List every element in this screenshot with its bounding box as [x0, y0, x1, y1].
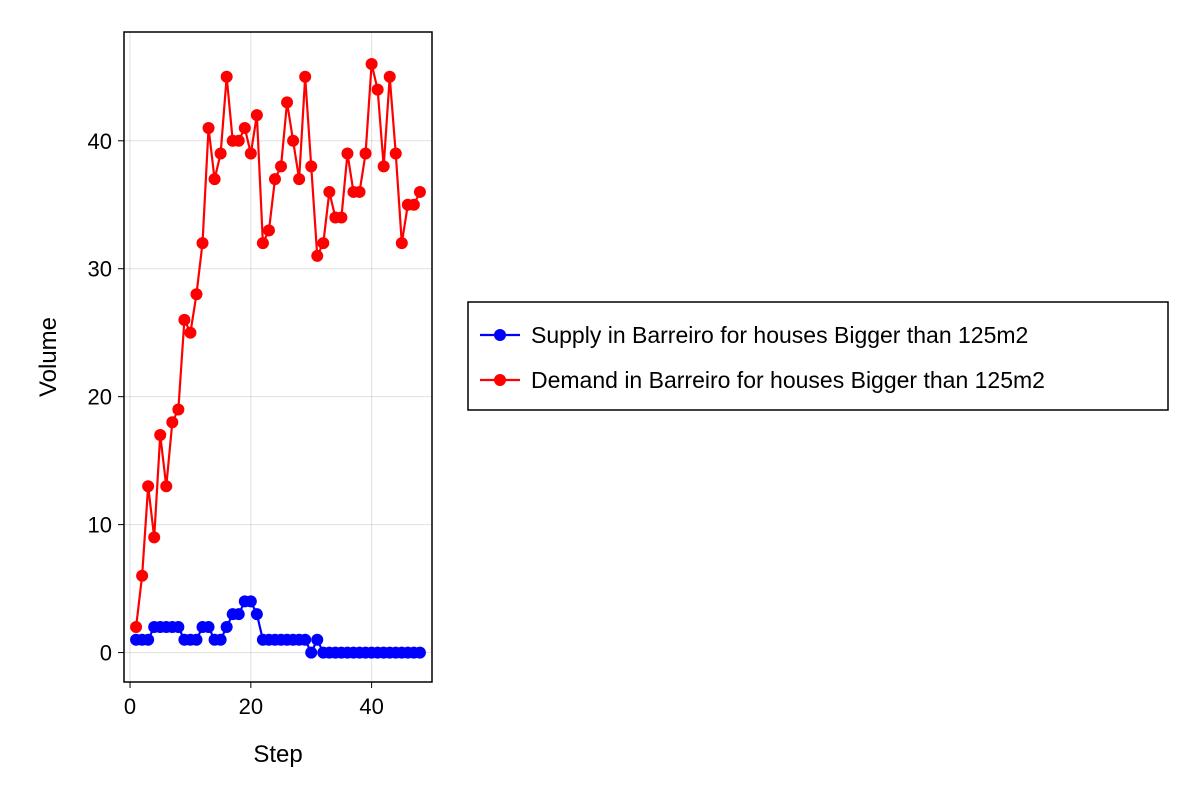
data-point — [160, 480, 173, 493]
data-point — [250, 608, 263, 621]
legend-marker — [494, 329, 506, 341]
legend: Supply in Barreiro for houses Bigger tha… — [467, 301, 1169, 411]
data-point — [268, 173, 281, 186]
legend-item: Demand in Barreiro for houses Bigger tha… — [480, 367, 1045, 393]
data-point — [262, 224, 275, 237]
data-point — [232, 134, 245, 147]
data-point — [202, 121, 215, 134]
data-point — [311, 633, 324, 646]
data-point — [184, 326, 197, 339]
data-point — [335, 211, 348, 224]
data-point — [389, 147, 402, 160]
x-tick-label: 0 — [124, 694, 136, 719]
data-point — [202, 620, 215, 633]
legend-label: Supply in Barreiro for houses Bigger tha… — [531, 322, 1028, 348]
y-axis-label: Volume — [35, 317, 62, 397]
data-point — [305, 646, 318, 659]
y-tick-label: 40 — [88, 129, 112, 154]
data-point — [172, 403, 185, 416]
y-tick-label: 30 — [88, 257, 112, 282]
plot-frame — [123, 31, 433, 683]
grid-lines — [124, 32, 432, 682]
data-point — [142, 480, 155, 493]
y-tick-label: 20 — [88, 385, 112, 410]
data-point — [196, 237, 209, 250]
data-point — [323, 185, 336, 198]
data-point — [136, 569, 149, 582]
x-tick-label: 20 — [239, 694, 263, 719]
data-point — [148, 531, 161, 544]
data-point — [214, 147, 227, 160]
data-point — [244, 595, 257, 608]
data-point — [275, 160, 288, 173]
data-point — [395, 237, 408, 250]
data-point — [142, 633, 155, 646]
data-point — [154, 429, 167, 442]
series-line — [134, 62, 421, 628]
series-0 — [130, 595, 426, 659]
legend-label: Demand in Barreiro for houses Bigger tha… — [531, 367, 1045, 393]
data-point — [383, 70, 396, 83]
data-point — [413, 185, 426, 198]
data-point — [220, 620, 233, 633]
legend-item: Supply in Barreiro for houses Bigger tha… — [480, 322, 1028, 348]
data-point — [371, 83, 384, 96]
data-point — [220, 70, 233, 83]
data-point — [377, 160, 390, 173]
data-point — [353, 185, 366, 198]
data-point — [172, 620, 185, 633]
data-point — [190, 288, 203, 301]
series-layer — [130, 57, 426, 659]
data-point — [190, 633, 203, 646]
data-point — [214, 633, 227, 646]
data-point — [178, 313, 191, 326]
series-1 — [130, 57, 426, 633]
data-point — [281, 96, 294, 109]
data-point — [359, 147, 372, 160]
data-point — [317, 237, 330, 250]
data-point — [287, 134, 300, 147]
data-point — [305, 160, 318, 173]
data-point — [238, 121, 251, 134]
data-point — [413, 646, 426, 659]
data-point — [256, 237, 269, 250]
x-axis-label: Step — [253, 741, 302, 768]
x-tick-label: 40 — [359, 694, 383, 719]
y-tick-label: 10 — [88, 513, 112, 538]
y-tick-label: 0 — [100, 641, 112, 666]
data-point — [250, 109, 263, 122]
data-point — [208, 173, 221, 186]
data-point — [232, 608, 245, 621]
data-point — [365, 57, 378, 70]
data-point — [244, 147, 257, 160]
data-point — [293, 173, 306, 186]
data-point — [407, 198, 420, 211]
data-point — [130, 620, 143, 633]
data-point — [299, 70, 312, 83]
data-point — [166, 416, 179, 429]
legend-box — [467, 301, 1169, 411]
data-point — [299, 633, 312, 646]
data-point — [311, 249, 324, 262]
legend-marker — [494, 374, 506, 386]
axis-ticks: 0 20 40 0 10 20 30 40 — [88, 129, 384, 719]
data-point — [341, 147, 354, 160]
